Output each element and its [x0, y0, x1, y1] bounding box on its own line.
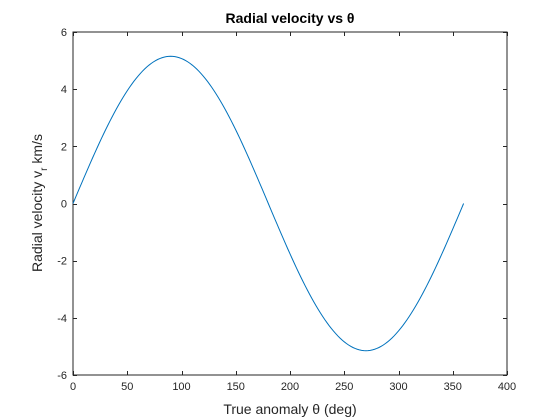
x-axis-ticks: 0 50 100 150 200 250 300 350 400	[70, 32, 516, 393]
x-tick-label-7: 350	[444, 381, 462, 393]
y-tick-label-4: 2	[61, 141, 67, 153]
x-tick-label-8: 400	[498, 381, 516, 393]
y-tick-label-2: -2	[57, 256, 67, 268]
x-tick-label-6: 300	[389, 381, 407, 393]
y-axis-label-main: Radial velocity v	[29, 171, 45, 272]
x-axis-label: True anomaly θ (deg)	[223, 401, 356, 417]
x-tick-label-5: 250	[335, 381, 353, 393]
y-tick-label-5: 4	[61, 84, 67, 96]
x-tick-label-4: 200	[281, 381, 299, 393]
x-tick-label-1: 50	[121, 381, 133, 393]
y-tick-label-3: 0	[61, 199, 67, 211]
series-layer	[72, 55, 465, 352]
chart-title: Radial velocity vs θ	[226, 10, 355, 26]
plot-area: 0 50 100 150 200 250 300 350 400 -6 -4 -2 0 2 4 6	[57, 27, 516, 393]
y-axis-label: Radial velocity vr km/s	[29, 134, 50, 272]
y-tick-label-0: -6	[57, 370, 67, 382]
x-tick-label-0: 0	[70, 381, 76, 393]
x-tick-label-3: 150	[227, 381, 245, 393]
y-axis-label-unit: km/s	[29, 134, 45, 167]
series-line-0	[72, 55, 465, 352]
y-tick-label-6: 6	[61, 27, 67, 39]
y-tick-label-1: -4	[57, 313, 67, 325]
y-axis-label-subscript: r	[39, 167, 50, 171]
y-axis-ticks: -6 -4 -2 0 2 4 6	[57, 27, 507, 382]
x-tick-label-2: 100	[172, 381, 190, 393]
